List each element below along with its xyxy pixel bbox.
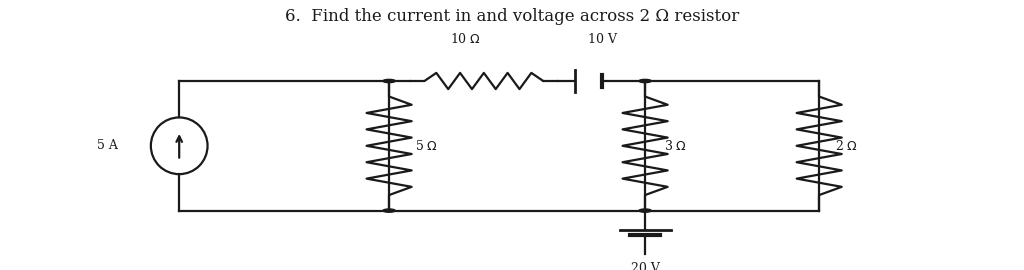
Text: 6.  Find the current in and voltage across 2 Ω resistor: 6. Find the current in and voltage acros… — [285, 8, 739, 25]
Text: 5 $\Omega$: 5 $\Omega$ — [415, 139, 438, 153]
Text: 20 V: 20 V — [631, 262, 659, 270]
Circle shape — [383, 79, 395, 83]
Circle shape — [639, 79, 651, 83]
Text: 3 $\Omega$: 3 $\Omega$ — [664, 139, 687, 153]
Circle shape — [639, 209, 651, 212]
Text: 10 V: 10 V — [588, 33, 616, 46]
Text: 2 $\Omega$: 2 $\Omega$ — [835, 139, 858, 153]
Text: 10 $\Omega$: 10 $\Omega$ — [451, 32, 481, 46]
Text: 5 A: 5 A — [97, 139, 118, 152]
Circle shape — [383, 209, 395, 212]
